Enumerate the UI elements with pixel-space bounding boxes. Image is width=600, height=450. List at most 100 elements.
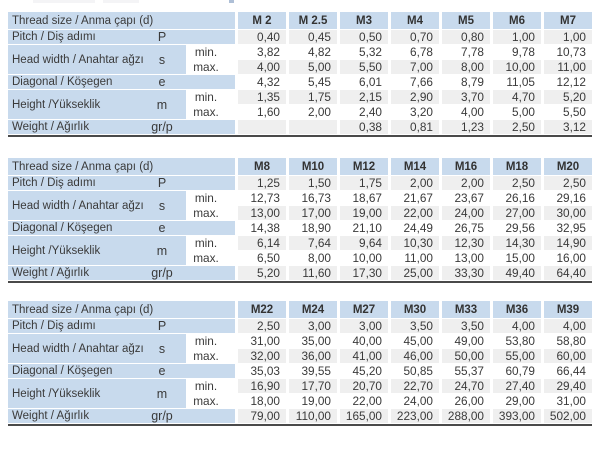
value-cell: 16,00: [544, 251, 592, 265]
value-cell: 5,32: [340, 45, 388, 59]
value-cell: 22,00: [340, 394, 388, 408]
value-cell: 393,00: [493, 409, 541, 423]
value-cell: 9,78: [493, 45, 541, 59]
symbol-label: s: [158, 198, 166, 213]
value-cell: 21,67: [391, 191, 439, 205]
row-label: Pitch / Diş adımı: [12, 177, 96, 189]
col-header: M 2.5: [289, 12, 337, 29]
thread-size-header-cell: Thread size / Anma çapı (d): [8, 301, 235, 318]
value-cell: 3,50: [391, 319, 439, 333]
value-cell: 288,00: [442, 409, 490, 423]
head_width-label-cell: Head width / Anahtar ağzı s: [8, 45, 186, 74]
value-cell: 9,64: [340, 236, 388, 250]
value-cell: 1,23: [442, 120, 490, 134]
value-cell: 5,00: [493, 105, 541, 119]
value-cell: 4,00: [544, 319, 592, 333]
value-cell: 6,14: [238, 236, 286, 250]
value-cell: 2,50: [544, 176, 592, 190]
value-cell: 49,00: [442, 334, 490, 348]
min-label: min.: [189, 379, 235, 393]
value-cell: 26,75: [442, 221, 490, 235]
value-cell: 36,00: [289, 349, 337, 363]
crop-artifact: [103, 0, 139, 3]
value-cell: 1,50: [289, 176, 337, 190]
value-cell: 2,40: [340, 105, 388, 119]
value-cell: 18,00: [238, 394, 286, 408]
value-cell: 1,25: [238, 176, 286, 190]
value-cell: 0,40: [238, 30, 286, 44]
value-cell: 11,05: [493, 75, 541, 89]
col-header: M22: [238, 301, 286, 318]
value-cell: 25,00: [391, 266, 439, 280]
value-cell: 6,50: [238, 251, 286, 265]
value-cell: 0,45: [289, 30, 337, 44]
row-label: Height /Yükseklik: [12, 387, 101, 400]
value-cell: 40,00: [340, 334, 388, 348]
pitch-label-cell: Pitch / Diş adımı P: [8, 30, 235, 44]
value-cell: 14,90: [544, 236, 592, 250]
value-cell: 17,70: [289, 379, 337, 393]
value-cell: 5,45: [289, 75, 337, 89]
value-cell: 2,00: [289, 105, 337, 119]
value-cell: 2,90: [391, 90, 439, 104]
value-cell: 29,16: [544, 191, 592, 205]
value-cell: 19,00: [340, 206, 388, 220]
value-cell: 29,40: [544, 379, 592, 393]
pitch-label-cell: Pitch / Diş adımı P: [8, 176, 235, 190]
value-cell: 18,67: [340, 191, 388, 205]
value-cell: 24,00: [442, 206, 490, 220]
row-label: Head width / Anahtar ağzı: [12, 342, 144, 355]
value-cell: 10,00: [493, 60, 541, 74]
value-cell: 14,30: [493, 236, 541, 250]
symbol-label: P: [157, 176, 167, 190]
symbol-label: m: [156, 386, 168, 401]
row-label: Weight / Ağırlık: [12, 267, 90, 279]
value-cell: 1,00: [544, 30, 592, 44]
value-cell: 46,00: [391, 349, 439, 363]
col-header: M16: [442, 158, 490, 175]
symbol-label: s: [158, 341, 166, 356]
value-cell: 3,50: [442, 319, 490, 333]
weight-label-cell: Weight / Ağırlık gr/p: [8, 409, 235, 423]
value-cell: 49,40: [493, 266, 541, 280]
symbol-label: P: [157, 30, 167, 44]
value-cell: 29,00: [493, 394, 541, 408]
value-cell: 3,70: [442, 90, 490, 104]
value-cell: 2,15: [340, 90, 388, 104]
value-cell: 13,00: [238, 206, 286, 220]
col-header: M10: [289, 158, 337, 175]
max-label: max.: [189, 105, 235, 119]
value-cell: 0,38: [340, 120, 388, 134]
value-cell: 16,73: [289, 191, 337, 205]
col-header: M24: [289, 301, 337, 318]
value-cell: 3,00: [289, 319, 337, 333]
value-cell: 1,00: [493, 30, 541, 44]
value-cell: 53,80: [493, 334, 541, 348]
value-cell: 14,38: [238, 221, 286, 235]
value-cell: 502,00: [544, 409, 592, 423]
value-cell: 21,10: [340, 221, 388, 235]
value-cell: 24,00: [391, 394, 439, 408]
value-cell: 10,30: [391, 236, 439, 250]
value-cell: 0,80: [442, 30, 490, 44]
col-header: M27: [340, 301, 388, 318]
value-cell: 4,00: [493, 319, 541, 333]
col-header: M30: [391, 301, 439, 318]
value-cell: 66,44: [544, 364, 592, 378]
value-cell: 0,70: [391, 30, 439, 44]
col-header: M6: [493, 12, 541, 29]
value-cell: 0,81: [391, 120, 439, 134]
symbol-label: gr/p: [151, 120, 173, 134]
value-cell: 5,50: [544, 105, 592, 119]
col-header: M4: [391, 12, 439, 29]
value-cell: 3,12: [544, 120, 592, 134]
value-cell: [238, 120, 286, 134]
max-label: max.: [189, 206, 235, 220]
row-label: Weight / Ağırlık: [12, 121, 90, 133]
value-cell: 6,01: [340, 75, 388, 89]
value-cell: 35,03: [238, 364, 286, 378]
value-cell: 18,90: [289, 221, 337, 235]
value-cell: 8,00: [442, 60, 490, 74]
crop-artifact: [33, 0, 95, 3]
